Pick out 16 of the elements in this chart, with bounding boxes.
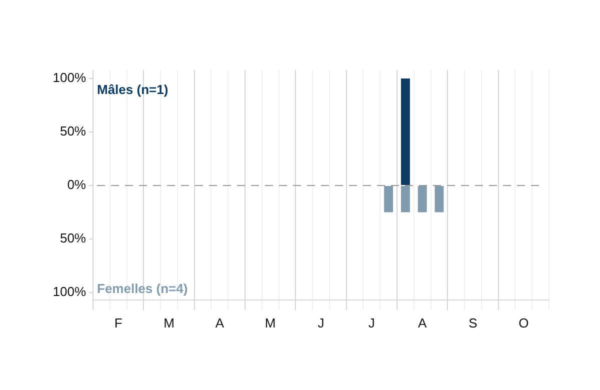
- x-tick-label: J: [318, 315, 324, 330]
- y-tick-label: 100%: [52, 284, 86, 300]
- x-tick-label: A: [215, 315, 224, 330]
- text: Mâles (n=1): [97, 82, 168, 98]
- x-tick-label: M: [164, 315, 174, 330]
- y-tick-label: 100%: [52, 70, 86, 86]
- x-tick-label: J: [368, 315, 375, 330]
- x-tick-label: O: [518, 315, 529, 330]
- text: Femelles (n=4): [97, 281, 188, 296]
- x-tick-label: F: [114, 315, 122, 330]
- x-tick-label: M: [264, 315, 276, 330]
- y-tick-label: 50%: [60, 230, 86, 246]
- y-tick-label: 0%: [67, 177, 86, 192]
- x-tick-label: S: [468, 315, 478, 330]
- x-tick-label: A: [418, 315, 427, 330]
- y-tick-label: 50%: [60, 124, 86, 139]
